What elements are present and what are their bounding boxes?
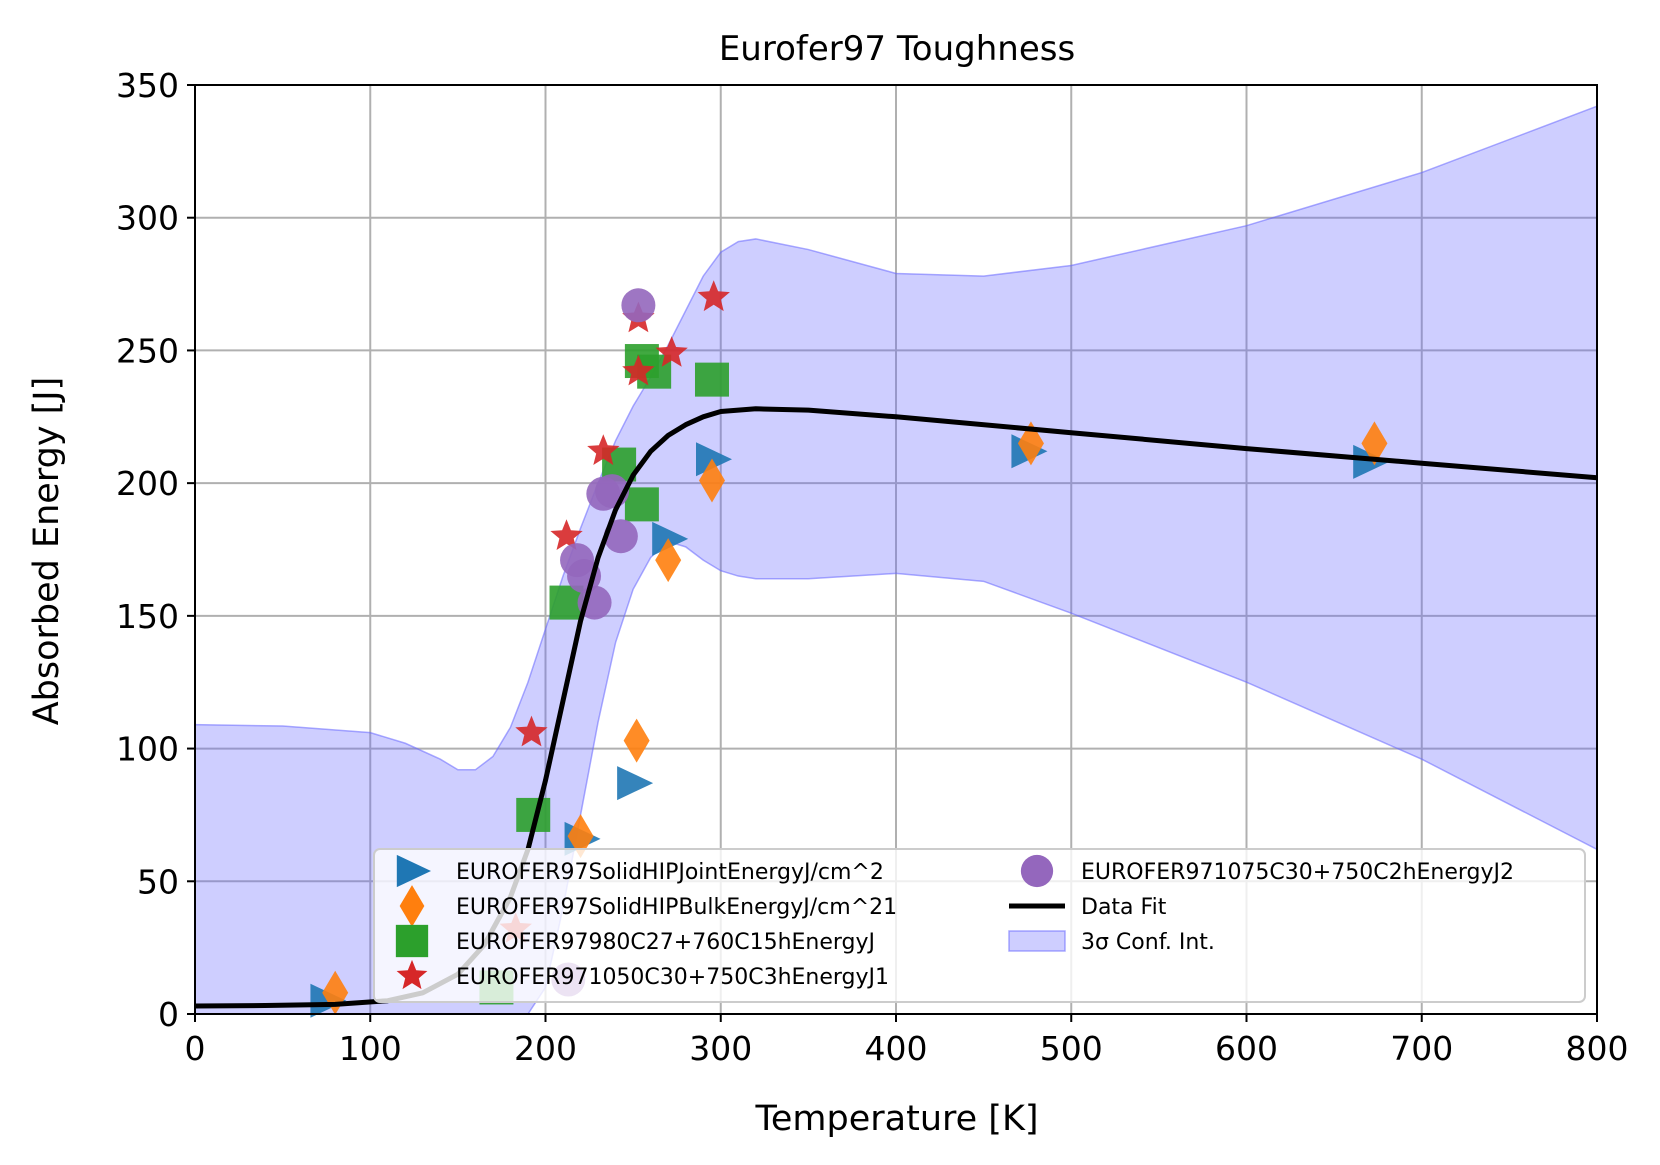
chart-title: Eurofer97 Toughness (719, 29, 1075, 69)
legend-label: EUROFER97980C27+760C15hEnergyJ (456, 930, 875, 955)
legend-label: EUROFER97SolidHIPBulkEnergyJ/cm^21 (456, 895, 897, 920)
y-tick-label: 200 (116, 464, 179, 503)
point-star (622, 354, 655, 386)
point-circle (603, 519, 638, 554)
point-diamond (655, 538, 682, 583)
point-diamond (1017, 421, 1044, 466)
legend-label: EUROFER971075C30+750C2hEnergyJ2 (1081, 860, 1514, 885)
legend-label: EUROFER971050C30+750C3hEnergyJ1 (456, 965, 889, 990)
point-diamond (698, 458, 725, 503)
y-tick-label: 150 (116, 597, 179, 636)
y-tick-label: 350 (116, 66, 179, 105)
x-tick-label: 800 (1566, 1029, 1629, 1068)
y-tick-label: 100 (116, 730, 179, 769)
point-star (515, 715, 548, 747)
point-triangle (652, 521, 689, 556)
legend-band-swatch (1008, 930, 1066, 952)
y-tick-label: 250 (116, 331, 179, 370)
y-axis-label: Absorbed Energy [J] (27, 377, 67, 726)
x-tick-label: 700 (1390, 1029, 1453, 1068)
x-tick-label: 500 (1040, 1029, 1103, 1068)
point-diamond (567, 814, 594, 859)
x-tick-label: 400 (865, 1029, 928, 1068)
point-triangle (695, 442, 732, 477)
point-triangle (617, 766, 654, 801)
x-tick-label: 300 (689, 1029, 752, 1068)
point-circle (1020, 854, 1054, 888)
point-star (550, 519, 583, 550)
x-tick-label: 0 (185, 1029, 206, 1068)
legend-box (373, 848, 1586, 1003)
point-square (694, 362, 729, 397)
point-square (624, 487, 659, 522)
point-diamond (623, 718, 650, 763)
x-tick-label: 100 (339, 1029, 402, 1068)
x-axis-label: Temperature [K] (754, 1099, 1038, 1139)
x-tick-label: 200 (514, 1029, 577, 1068)
y-tick-label: 300 (116, 199, 179, 238)
legend-label: Data Fit (1081, 895, 1167, 920)
legend-label: 3σ Conf. Int. (1081, 930, 1215, 955)
point-star (587, 434, 620, 465)
point-star (396, 959, 428, 990)
point-triangle (1353, 444, 1390, 479)
point-circle (621, 288, 656, 323)
point-diamond (399, 885, 425, 927)
point-triangle (396, 854, 431, 888)
x-tick-label: 600 (1215, 1029, 1278, 1068)
legend: EUROFER97SolidHIPJointEnergyJ/cm^2 EUROFE… (373, 848, 1586, 1003)
axis-ticks: 0 100 200 300 400 500 600 700 800 0 50 100 150 200 250… (116, 66, 1629, 1068)
point-square (395, 924, 429, 958)
legend-label: EUROFER97SolidHIPJointEnergyJ/cm^2 (456, 860, 884, 885)
y-tick-label: 50 (137, 862, 179, 901)
point-diamond (1361, 421, 1388, 466)
y-tick-label: 0 (158, 995, 179, 1034)
point-star (655, 336, 688, 367)
point-star (697, 280, 730, 312)
